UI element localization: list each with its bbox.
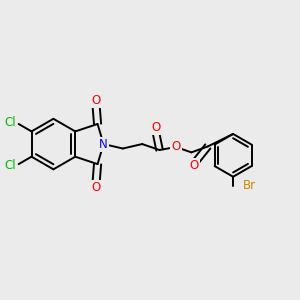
Text: O: O xyxy=(152,121,160,134)
Text: O: O xyxy=(92,94,101,107)
Text: O: O xyxy=(171,140,181,153)
Text: N: N xyxy=(99,138,108,151)
Text: O: O xyxy=(190,159,199,172)
Text: O: O xyxy=(92,181,101,194)
Text: Br: Br xyxy=(243,178,256,192)
Text: Cl: Cl xyxy=(4,159,16,172)
Text: Cl: Cl xyxy=(4,116,16,129)
